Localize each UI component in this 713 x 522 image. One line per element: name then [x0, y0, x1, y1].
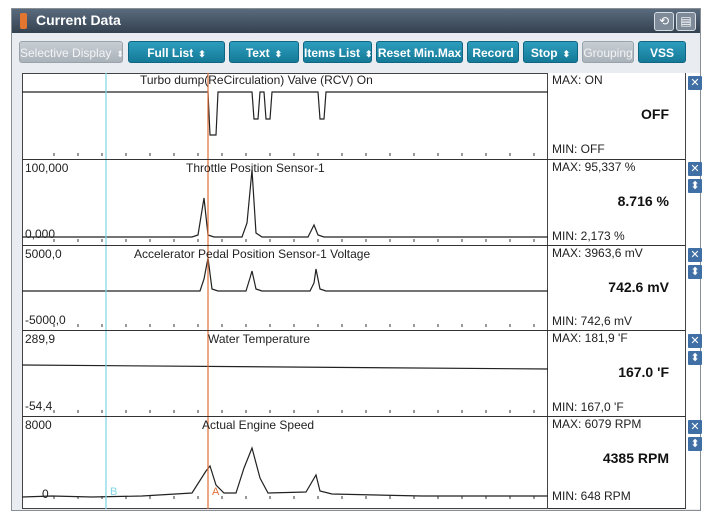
current-value: OFF [641, 106, 669, 122]
scale-bottom: 0,000 [25, 227, 56, 241]
cursor-b-label: B [110, 486, 117, 498]
row-separator [22, 159, 548, 160]
max-value: MAX: ON [552, 73, 603, 87]
close-icon[interactable]: ✕ [688, 162, 702, 176]
row-separator [22, 245, 548, 246]
record-button[interactable]: Record [467, 41, 519, 63]
text-dropdown[interactable]: Text ⬍ [229, 41, 299, 63]
value-panel: MAX: ON OFF MIN: OFF [548, 73, 686, 160]
graph-title: Actual Engine Speed [202, 418, 315, 432]
row-separator [22, 330, 548, 331]
toolbar: Selective Display⬍ Full List⬍ Text⬍ Item… [12, 39, 700, 65]
app-icon [20, 13, 27, 29]
graph-title: Accelerator Pedal Position Sensor-1 Volt… [134, 247, 371, 261]
close-icon[interactable]: ✕ [688, 420, 702, 434]
max-value: MAX: 3963,6 mV [552, 246, 643, 260]
graph-title: Throttle Position Sensor-1 [186, 161, 325, 175]
signal-trace [22, 169, 548, 238]
vss-button[interactable]: VSS [638, 41, 686, 63]
value-panel: MAX: 181,9 'F 167.0 'F MIN: 167,0 'F [548, 331, 686, 417]
restore-window-icon[interactable]: ▤ [676, 12, 696, 31]
title-bar: Current Data ⟲ ▤ [12, 9, 700, 33]
current-value: 8.716 % [617, 193, 669, 209]
scale-bottom: -54,4 [25, 399, 53, 413]
grouping-button[interactable]: Grouping [582, 41, 634, 63]
record-window-icon[interactable]: ⟲ [654, 12, 674, 31]
pin-icon[interactable]: ⬍ [688, 265, 702, 279]
scale-top: 8000 [25, 418, 52, 432]
current-value: 167.0 'F [618, 364, 669, 380]
current-value: 4385 RPM [602, 450, 669, 466]
value-panel: MAX: 6079 RPM 4385 RPM MIN: 648 RPM [548, 417, 686, 509]
current-data-window: Current Data ⟲ ▤ Selective Display⬍ Full… [11, 8, 702, 511]
min-value: MIN: OFF [552, 142, 605, 156]
min-value: MIN: 167,0 'F [552, 400, 624, 414]
signal-trace [22, 91, 548, 136]
pin-icon[interactable]: ⬍ [688, 351, 702, 365]
signal-trace [22, 446, 548, 498]
stop-dropdown[interactable]: Stop ⬍ [523, 41, 578, 63]
max-value: MAX: 181,9 'F [552, 331, 628, 345]
close-icon[interactable]: ✕ [688, 76, 702, 90]
current-value: 742.6 mV [608, 279, 669, 295]
items-list-dropdown[interactable]: Items List ⬍ [303, 41, 372, 63]
pin-icon[interactable]: ⬍ [688, 437, 702, 451]
signal-trace [22, 257, 548, 292]
value-panel: MAX: 3963,6 mV 742.6 mV MIN: 742,6 mV [548, 246, 686, 331]
value-panel: MAX: 95,337 % 8.716 % MIN: 2,173 % [548, 160, 686, 246]
max-value: MAX: 95,337 % [552, 160, 636, 174]
scale-top: 100,000 [25, 161, 69, 175]
scale-top: 5000,0 [25, 247, 62, 261]
full-list-dropdown[interactable]: Full List ⬍ [128, 41, 225, 63]
signal-trace [22, 364, 548, 370]
min-value: MIN: 742,6 mV [552, 314, 633, 328]
close-icon[interactable]: ✕ [688, 248, 702, 262]
row-separator [22, 416, 548, 417]
reset-min-max-button[interactable]: Reset Min.Max [376, 41, 463, 63]
close-icon[interactable]: ✕ [688, 334, 702, 348]
min-value: MIN: 2,173 % [552, 229, 625, 243]
pin-icon[interactable]: ⬍ [688, 179, 702, 193]
selective-display-dropdown[interactable]: Selective Display⬍ [19, 41, 123, 63]
scale-top: 289,9 [25, 332, 56, 346]
scale-bottom: 0 [42, 487, 49, 501]
window-title: Current Data [36, 12, 121, 28]
graph-title: Turbo dump(ReCirculation) Valve (RCV) On [140, 73, 373, 87]
cursor-a-label: A [212, 486, 220, 498]
scale-bottom: -5000,0 [25, 313, 66, 327]
graph-title: Water Temperature [208, 332, 311, 346]
min-value: MIN: 648 RPM [552, 489, 631, 503]
max-value: MAX: 6079 RPM [552, 417, 642, 431]
